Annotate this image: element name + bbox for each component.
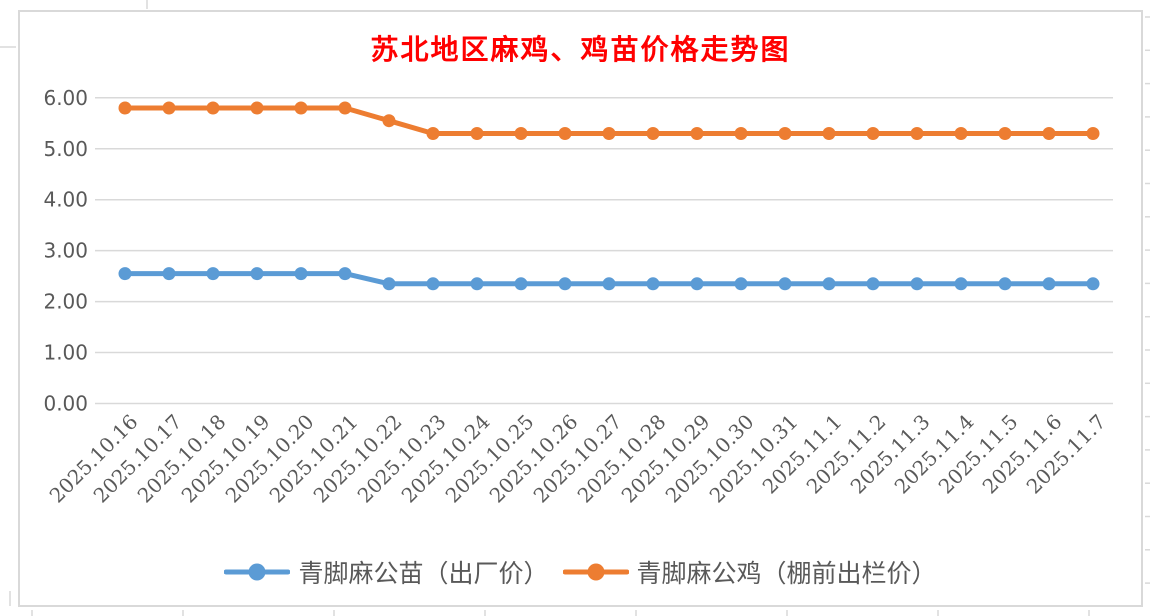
chart-title: 苏北地区麻鸡、鸡苗价格走势图 xyxy=(370,33,791,66)
legend-line-marker-blue-icon xyxy=(224,563,291,581)
chart-area[interactable]: 苏北地区麻鸡、鸡苗价格走势图 青脚麻公苗（出厂价） 青脚麻公鸡（棚前出栏价） xyxy=(18,10,1143,607)
legend-label-broiler: 青脚麻公鸡（棚前出栏价） xyxy=(636,559,937,588)
legend: 青脚麻公苗（出厂价） 青脚麻公鸡（棚前出栏价） xyxy=(20,554,1141,590)
legend-line-marker-orange-icon xyxy=(562,563,629,581)
legend-item-seedling-price[interactable]: 青脚麻公苗（出厂价） xyxy=(224,554,549,590)
legend-item-broiler-price[interactable]: 青脚麻公鸡（棚前出栏价） xyxy=(562,554,937,590)
legend-label-seedling: 青脚麻公苗（出厂价） xyxy=(298,559,549,588)
